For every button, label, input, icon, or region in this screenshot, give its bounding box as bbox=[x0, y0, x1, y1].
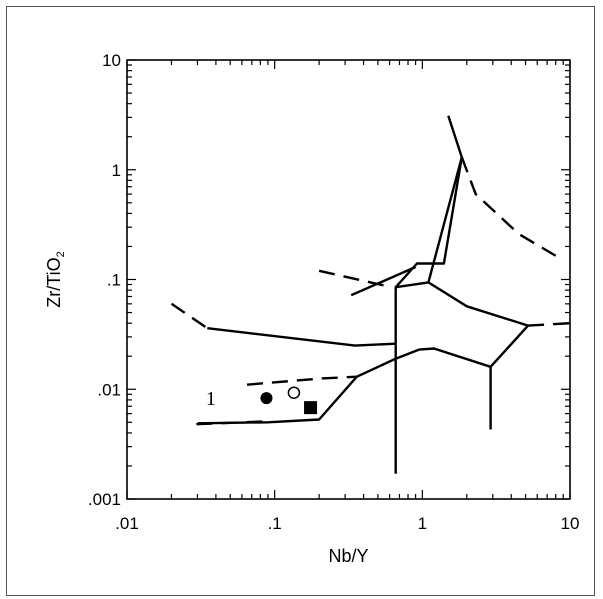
y-tick-label: .001 bbox=[88, 490, 121, 509]
data-points bbox=[260, 386, 318, 415]
y-tick-label: 1 bbox=[112, 161, 121, 180]
y-tick-label: .1 bbox=[107, 271, 121, 290]
solid-boundary-line bbox=[427, 156, 463, 283]
y-axis-label: Zr/TiO2 bbox=[44, 251, 67, 307]
plot-area bbox=[126, 59, 571, 500]
axis-ticks bbox=[126, 59, 571, 500]
filled-square-marker bbox=[304, 401, 318, 415]
filled-circle-marker bbox=[260, 392, 273, 405]
y-tick-label: .01 bbox=[97, 380, 121, 399]
dashed-boundary-line bbox=[528, 322, 571, 327]
y-axis-label-subscript: 2 bbox=[55, 251, 67, 257]
x-axis-label: Nb/Y bbox=[328, 546, 368, 566]
field-label: 1 bbox=[206, 388, 216, 410]
dashed-boundary-line bbox=[170, 302, 208, 330]
solid-boundary-line bbox=[350, 265, 417, 297]
x-tick-label: 1 bbox=[418, 514, 427, 533]
x-tick-label: 10 bbox=[561, 514, 580, 533]
solid-boundary-line bbox=[394, 115, 463, 474]
dashed-boundary-line bbox=[318, 269, 392, 289]
y-axis-label-main: Zr/TiO bbox=[44, 257, 64, 307]
dashed-boundary-line bbox=[196, 420, 268, 426]
dashed-boundary-line bbox=[460, 156, 564, 262]
solid-boundary-line bbox=[207, 327, 396, 347]
x-tick-label: .01 bbox=[115, 514, 139, 533]
field-boundaries bbox=[170, 115, 571, 474]
solid-boundary-line bbox=[356, 281, 530, 378]
x-tick-labels: .01 .1 1 10 bbox=[115, 514, 579, 533]
figure-frame bbox=[6, 6, 595, 596]
dashed-boundary-line bbox=[246, 375, 357, 386]
open-circle-marker bbox=[287, 386, 301, 399]
x-tick-label: .1 bbox=[268, 514, 282, 533]
y-tick-labels: .001 .01 .1 1 10 bbox=[88, 51, 121, 509]
y-tick-label: 10 bbox=[102, 51, 121, 70]
solid-boundary-line bbox=[197, 375, 358, 425]
